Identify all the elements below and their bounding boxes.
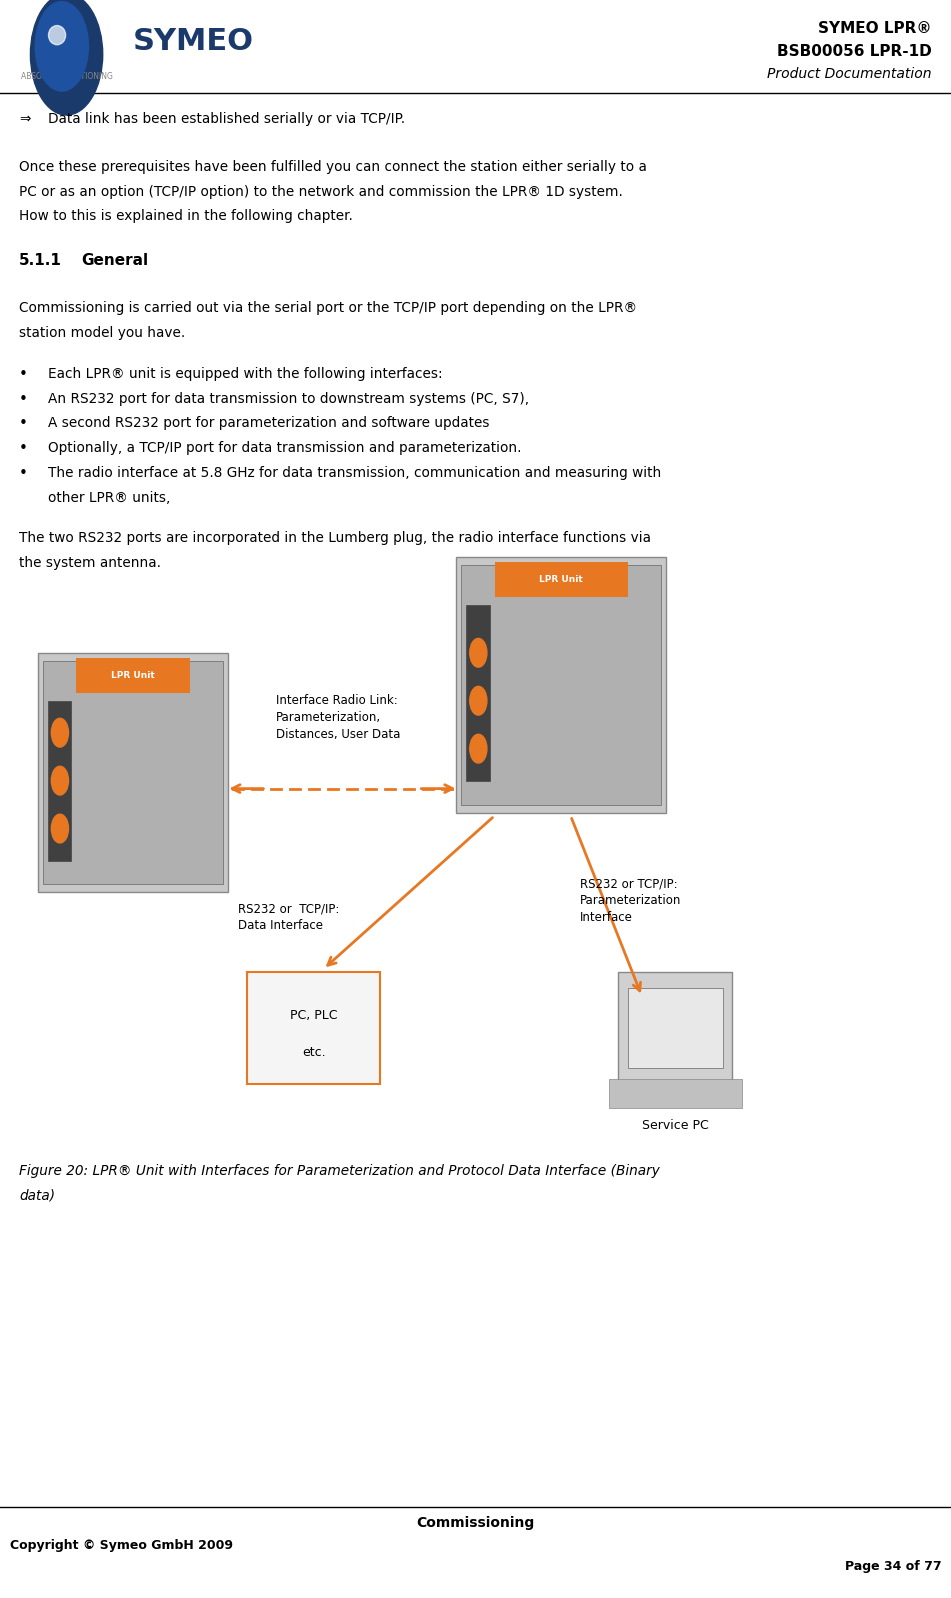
Text: Product Documentation: Product Documentation	[767, 67, 932, 80]
Text: •: •	[19, 441, 28, 455]
Text: Page 34 of 77: Page 34 of 77	[844, 1560, 941, 1572]
Circle shape	[51, 718, 68, 746]
Ellipse shape	[49, 26, 66, 45]
Text: data): data)	[19, 1189, 55, 1203]
Text: The radio interface at 5.8 GHz for data transmission, communication and measurin: The radio interface at 5.8 GHz for data …	[48, 465, 661, 479]
Text: ABSOLUTE POSITIONING: ABSOLUTE POSITIONING	[21, 72, 112, 81]
Text: Interface Radio Link:
Parameterization,
Distances, User Data: Interface Radio Link: Parameterization, …	[276, 694, 400, 740]
Text: RS232 or  TCP/IP:
Data Interface: RS232 or TCP/IP: Data Interface	[238, 903, 340, 932]
Text: Service PC: Service PC	[642, 1119, 708, 1133]
Text: ⇒: ⇒	[19, 112, 30, 126]
Text: Commissioning is carried out via the serial port or the TCP/IP port depending on: Commissioning is carried out via the ser…	[19, 300, 637, 315]
Text: BSB00056 LPR-1D: BSB00056 LPR-1D	[777, 43, 932, 59]
Circle shape	[30, 0, 103, 115]
Text: •: •	[19, 465, 28, 481]
FancyBboxPatch shape	[466, 604, 490, 780]
FancyBboxPatch shape	[247, 972, 380, 1083]
Text: Copyright © Symeo GmbH 2009: Copyright © Symeo GmbH 2009	[10, 1539, 232, 1552]
Text: Each LPR® unit is equipped with the following interfaces:: Each LPR® unit is equipped with the foll…	[48, 366, 442, 380]
Text: SYMEO LPR®: SYMEO LPR®	[819, 21, 932, 37]
Circle shape	[51, 765, 68, 794]
Text: Figure 20: LPR® Unit with Interfaces for Parameterization and Protocol Data Inte: Figure 20: LPR® Unit with Interfaces for…	[19, 1163, 660, 1178]
Text: etc.: etc.	[302, 1045, 325, 1059]
FancyBboxPatch shape	[461, 564, 661, 804]
FancyBboxPatch shape	[38, 652, 228, 892]
Text: •: •	[19, 415, 28, 431]
FancyBboxPatch shape	[495, 561, 628, 596]
Text: SYMEO: SYMEO	[133, 27, 254, 56]
Text: station model you have.: station model you have.	[19, 326, 185, 340]
Text: Optionally, a TCP/IP port for data transmission and parameterization.: Optionally, a TCP/IP port for data trans…	[48, 441, 521, 455]
Text: PC or as an option (TCP/IP option) to the network and commission the LPR® 1D sys: PC or as an option (TCP/IP option) to th…	[19, 184, 623, 198]
Text: the system antenna.: the system antenna.	[19, 556, 161, 570]
Text: Once these prerequisites have been fulfilled you can connect the station either : Once these prerequisites have been fulfi…	[19, 160, 647, 174]
Text: An RS232 port for data transmission to downstream systems (PC, S7),: An RS232 port for data transmission to d…	[48, 392, 529, 406]
FancyBboxPatch shape	[456, 556, 666, 812]
Text: 5.1.1: 5.1.1	[19, 252, 62, 268]
Circle shape	[470, 638, 487, 666]
FancyBboxPatch shape	[609, 1079, 742, 1107]
Circle shape	[470, 686, 487, 714]
FancyBboxPatch shape	[43, 660, 223, 884]
Circle shape	[51, 813, 68, 842]
Text: Data link has been established serially or via TCP/IP.: Data link has been established serially …	[48, 112, 405, 126]
Text: RS232 or TCP/IP:
Parameterization
Interface: RS232 or TCP/IP: Parameterization Interf…	[580, 877, 682, 924]
FancyBboxPatch shape	[628, 988, 723, 1067]
Text: •: •	[19, 392, 28, 406]
Text: PC, PLC: PC, PLC	[290, 1008, 338, 1023]
Circle shape	[470, 733, 487, 762]
Circle shape	[35, 2, 88, 91]
Text: A second RS232 port for parameterization and software updates: A second RS232 port for parameterization…	[48, 415, 489, 430]
Text: •: •	[19, 366, 28, 382]
FancyBboxPatch shape	[76, 657, 190, 692]
Text: LPR Unit: LPR Unit	[539, 575, 583, 583]
Text: How to this is explained in the following chapter.: How to this is explained in the followin…	[19, 209, 353, 224]
Text: The two RS232 ports are incorporated in the Lumberg plug, the radio interface fu: The two RS232 ports are incorporated in …	[19, 531, 651, 545]
Text: Commissioning: Commissioning	[417, 1517, 534, 1529]
Text: other LPR® units,: other LPR® units,	[48, 491, 170, 505]
Text: LPR Unit: LPR Unit	[111, 671, 155, 679]
FancyBboxPatch shape	[48, 700, 71, 860]
FancyBboxPatch shape	[618, 972, 732, 1083]
Text: General: General	[81, 252, 148, 268]
